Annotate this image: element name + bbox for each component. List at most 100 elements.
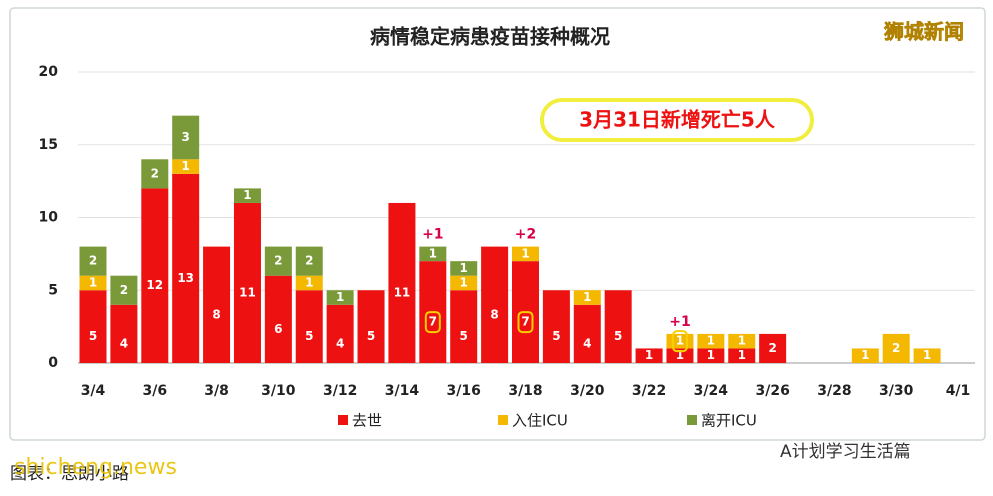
data-label: 7: [429, 315, 437, 329]
bar-segment: [573, 304, 601, 363]
legend-label: 入住ICU: [512, 412, 568, 430]
bar-segment: [759, 333, 787, 363]
bar-segment: [326, 304, 354, 363]
bar-segment: [295, 246, 323, 276]
data-label: 6: [274, 322, 282, 336]
data-label: 1: [89, 275, 97, 289]
data-label: 1: [181, 159, 189, 173]
data-label: 4: [336, 336, 344, 350]
data-label: 1: [645, 348, 653, 362]
bar-segment: [419, 246, 447, 262]
bar-segment: [264, 275, 292, 363]
data-label: 1: [243, 188, 251, 202]
data-label: 1: [861, 348, 869, 362]
bar-segment: [110, 304, 138, 363]
highlight-box: [517, 311, 534, 334]
data-label: 8: [212, 307, 220, 321]
bar-segment: [635, 348, 663, 363]
bar-segment: [728, 333, 756, 349]
watermark: 狮城新闻: [884, 20, 964, 44]
data-label: 4: [583, 336, 591, 350]
x-tick-label: 3/4: [81, 383, 106, 399]
bar-segment: [295, 275, 323, 291]
y-tick-label: 15: [39, 137, 58, 153]
data-label: 5: [552, 329, 560, 343]
bar-segment: [481, 246, 509, 363]
bar-segment: [512, 246, 539, 262]
x-tick-label: 3/30: [879, 383, 914, 399]
bar-segment: [697, 333, 725, 349]
bar-segment: [79, 290, 107, 363]
callout: 3月31日新增死亡5人: [579, 108, 776, 132]
data-label: 1: [738, 334, 746, 348]
bar-segment: [542, 290, 570, 363]
bar-segment: [141, 188, 169, 363]
x-tick-label: 3/24: [694, 383, 729, 399]
data-label: 4: [120, 336, 128, 350]
source: 图表：思朗小路: [10, 464, 129, 484]
bar-segment: [79, 275, 107, 291]
chart-title: 病情稳定病患疫苗接种概况: [370, 25, 610, 49]
y-tick-label: 20: [39, 64, 59, 80]
data-label: 1: [583, 290, 591, 304]
bar-segment: [326, 290, 354, 305]
data-label: 5: [460, 329, 468, 343]
bar-segment: [295, 290, 323, 363]
account: A计划学习生活篇: [780, 442, 911, 462]
data-label: 11: [394, 285, 411, 299]
annotation: +1: [422, 227, 443, 243]
x-tick-label: 3/16: [447, 383, 481, 399]
x-tick-label: 3/20: [570, 383, 605, 399]
x-tick-label: 3/26: [755, 383, 789, 399]
legend-swatch: [338, 415, 348, 425]
bar-segment: [172, 115, 200, 160]
x-tick-label: 4/1: [946, 383, 971, 399]
bar-segment: [728, 348, 756, 363]
x-tick-label: 3/10: [261, 383, 296, 399]
data-label: 7: [521, 315, 529, 329]
bar-segment: [913, 348, 941, 363]
data-label: 8: [490, 307, 498, 321]
x-tick-label: 3/14: [385, 383, 420, 399]
data-label: 2: [120, 283, 128, 297]
data-label: 1: [460, 275, 468, 289]
data-label: 2: [151, 166, 159, 180]
callout-box: [540, 98, 814, 142]
bar-segment: [851, 348, 879, 363]
y-tick-label: 10: [39, 210, 59, 226]
legend-label: 离开ICU: [701, 412, 757, 430]
bar-segment: [604, 290, 632, 363]
bar-segment: [882, 333, 910, 363]
legend-swatch: [687, 415, 697, 425]
data-label: 1: [521, 246, 529, 260]
data-label: 2: [768, 341, 776, 355]
bar-segment: [110, 275, 138, 305]
annotation: +2: [515, 227, 536, 243]
bar-segment: [450, 290, 478, 363]
bar-segment: [388, 202, 416, 363]
data-label: 2: [892, 341, 900, 355]
x-tick-label: 3/28: [817, 383, 851, 399]
bar-segment: [203, 246, 231, 363]
data-label: 1: [676, 334, 684, 348]
bar-segment: [573, 290, 601, 305]
bar-segment: [666, 348, 694, 363]
data-label: 5: [614, 329, 622, 343]
data-label: 11: [239, 285, 256, 299]
data-label: 1: [305, 275, 313, 289]
bar-segment: [697, 348, 725, 363]
data-label: 3: [181, 130, 189, 144]
bar-segment: [357, 290, 385, 363]
data-label: 5: [89, 329, 97, 343]
bar-segment: [233, 202, 261, 363]
data-label: 1: [738, 348, 746, 362]
data-label: 1: [336, 290, 344, 304]
data-label: 13: [177, 271, 194, 285]
data-label: 1: [429, 246, 437, 260]
bar-segment: [450, 275, 478, 291]
highlight-box: [671, 330, 688, 353]
x-tick-label: 3/6: [142, 383, 167, 399]
bar-segment: [264, 246, 292, 276]
data-label: 2: [89, 254, 97, 268]
